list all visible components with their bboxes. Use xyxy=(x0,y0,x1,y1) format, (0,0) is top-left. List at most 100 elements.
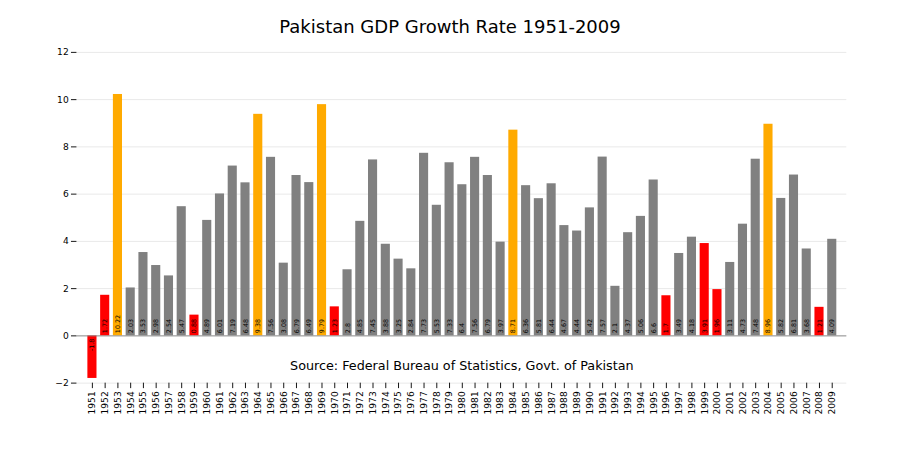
svg-text:4.89: 4.89 xyxy=(203,319,211,333)
svg-text:1958: 1958 xyxy=(177,391,187,414)
svg-text:1965: 1965 xyxy=(266,391,276,414)
svg-text:-1.8: -1.8 xyxy=(88,339,96,351)
svg-text:2.98: 2.98 xyxy=(152,319,160,333)
svg-text:4: 4 xyxy=(63,236,69,246)
svg-text:3.88: 3.88 xyxy=(382,319,390,333)
svg-text:7.56: 7.56 xyxy=(471,319,479,333)
svg-text:1.23: 1.23 xyxy=(331,319,339,333)
svg-text:2.54: 2.54 xyxy=(165,319,173,333)
svg-text:1972: 1972 xyxy=(355,391,365,414)
svg-text:7.73: 7.73 xyxy=(420,319,428,333)
svg-text:2002: 2002 xyxy=(738,391,748,414)
svg-text:1962: 1962 xyxy=(228,391,238,414)
svg-text:2000: 2000 xyxy=(712,391,722,414)
svg-text:6.48: 6.48 xyxy=(241,319,249,333)
svg-text:2003: 2003 xyxy=(751,391,761,414)
svg-text:3.53: 3.53 xyxy=(139,319,147,333)
svg-text:1979: 1979 xyxy=(444,391,454,414)
svg-text:6.49: 6.49 xyxy=(305,319,313,333)
svg-text:1955: 1955 xyxy=(138,391,148,414)
svg-text:2.03: 2.03 xyxy=(127,319,135,333)
svg-text:1995: 1995 xyxy=(649,391,659,414)
svg-text:1967: 1967 xyxy=(291,391,301,414)
svg-text:0.88: 0.88 xyxy=(190,319,198,333)
svg-text:3.08: 3.08 xyxy=(280,319,288,333)
svg-text:1952: 1952 xyxy=(100,391,110,414)
svg-text:1.21: 1.21 xyxy=(815,319,823,333)
svg-text:2.1: 2.1 xyxy=(611,323,619,333)
svg-text:2005: 2005 xyxy=(776,391,786,414)
svg-text:5.47: 5.47 xyxy=(178,319,186,333)
svg-text:9.79: 9.79 xyxy=(318,319,326,333)
svg-text:1976: 1976 xyxy=(406,391,416,414)
svg-text:1985: 1985 xyxy=(521,391,531,414)
svg-text:3.91: 3.91 xyxy=(701,319,709,333)
svg-text:8.71: 8.71 xyxy=(509,319,517,333)
svg-text:5.81: 5.81 xyxy=(535,319,543,333)
svg-text:7.48: 7.48 xyxy=(752,319,760,333)
svg-text:1963: 1963 xyxy=(240,391,250,414)
svg-text:4.18: 4.18 xyxy=(688,319,696,333)
svg-text:2007: 2007 xyxy=(802,391,812,414)
svg-text:1960: 1960 xyxy=(202,391,212,414)
svg-text:1994: 1994 xyxy=(636,391,646,414)
svg-text:1993: 1993 xyxy=(623,391,633,414)
svg-text:0: 0 xyxy=(63,331,69,341)
svg-text:1973: 1973 xyxy=(368,391,378,414)
svg-text:3.11: 3.11 xyxy=(726,319,734,333)
svg-text:1971: 1971 xyxy=(342,391,352,414)
svg-text:4.67: 4.67 xyxy=(560,319,568,333)
svg-text:7.33: 7.33 xyxy=(446,319,454,333)
svg-text:8.96: 8.96 xyxy=(764,319,772,333)
svg-text:1996: 1996 xyxy=(661,391,671,414)
svg-text:1.72: 1.72 xyxy=(101,319,109,333)
svg-text:1988: 1988 xyxy=(559,391,569,414)
svg-text:2: 2 xyxy=(63,284,69,294)
svg-text:6.36: 6.36 xyxy=(522,319,530,333)
svg-text:6.01: 6.01 xyxy=(216,319,224,333)
svg-text:6: 6 xyxy=(63,189,69,199)
svg-text:1998: 1998 xyxy=(687,391,697,414)
svg-text:6.44: 6.44 xyxy=(548,319,556,333)
svg-text:6.6: 6.6 xyxy=(650,323,658,333)
svg-text:1990: 1990 xyxy=(585,391,595,414)
svg-text:1.7: 1.7 xyxy=(662,323,670,333)
svg-text:12: 12 xyxy=(57,47,69,57)
svg-text:1991: 1991 xyxy=(598,391,608,414)
svg-text:1984: 1984 xyxy=(508,391,518,414)
svg-text:2009: 2009 xyxy=(827,391,837,414)
svg-text:6.79: 6.79 xyxy=(484,319,492,333)
svg-text:−2: −2 xyxy=(55,378,68,388)
svg-text:4.09: 4.09 xyxy=(828,319,836,333)
svg-text:6.81: 6.81 xyxy=(790,319,798,333)
svg-text:7.56: 7.56 xyxy=(267,319,275,333)
svg-text:4.73: 4.73 xyxy=(739,319,747,333)
svg-text:1966: 1966 xyxy=(279,391,289,414)
svg-text:1983: 1983 xyxy=(495,391,505,414)
svg-text:6.4: 6.4 xyxy=(458,323,466,333)
svg-text:3.97: 3.97 xyxy=(497,319,505,333)
svg-text:3.68: 3.68 xyxy=(803,319,811,333)
svg-text:2008: 2008 xyxy=(814,391,824,414)
svg-text:Source: Federal Bureau of Stat: Source: Federal Bureau of Statistics, Go… xyxy=(290,358,634,373)
svg-text:1954: 1954 xyxy=(126,391,136,414)
svg-text:7.45: 7.45 xyxy=(369,319,377,333)
svg-text:1987: 1987 xyxy=(547,391,557,414)
svg-text:1959: 1959 xyxy=(189,391,199,414)
svg-text:5.53: 5.53 xyxy=(433,319,441,333)
svg-text:1986: 1986 xyxy=(534,391,544,414)
svg-text:10: 10 xyxy=(57,95,69,105)
svg-text:1999: 1999 xyxy=(700,391,710,414)
svg-text:1975: 1975 xyxy=(393,391,403,414)
svg-text:4.44: 4.44 xyxy=(573,319,581,333)
svg-text:1997: 1997 xyxy=(674,391,684,414)
svg-text:4.85: 4.85 xyxy=(356,319,364,333)
svg-text:1977: 1977 xyxy=(419,391,429,414)
svg-text:7.19: 7.19 xyxy=(229,319,237,333)
svg-text:10.22: 10.22 xyxy=(114,315,122,333)
svg-text:1969: 1969 xyxy=(317,391,327,414)
svg-text:2004: 2004 xyxy=(763,391,773,414)
svg-text:1970: 1970 xyxy=(330,391,340,414)
svg-text:2.84: 2.84 xyxy=(407,319,415,333)
svg-text:1961: 1961 xyxy=(215,391,225,414)
